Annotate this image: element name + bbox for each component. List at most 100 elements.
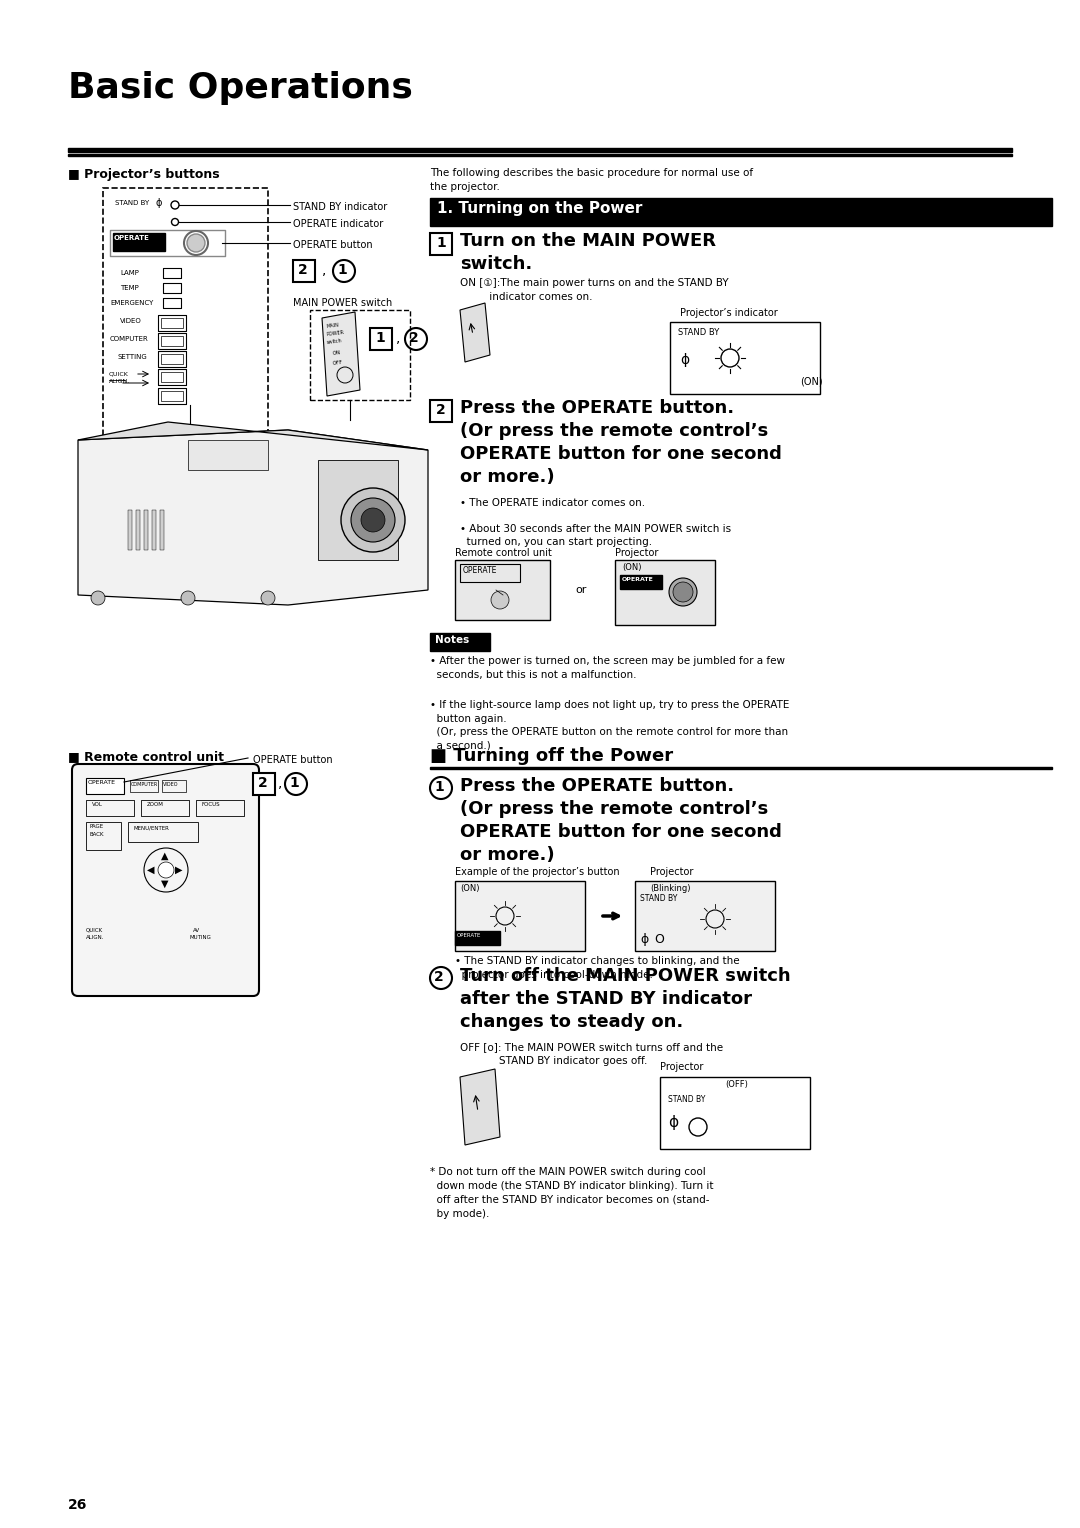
Text: ϕ: ϕ xyxy=(640,934,648,946)
Bar xyxy=(195,801,244,816)
Bar xyxy=(163,283,181,293)
Circle shape xyxy=(491,591,509,610)
Text: COMPUTER: COMPUTER xyxy=(131,782,159,787)
Text: COMPUTER: COMPUTER xyxy=(110,336,149,342)
Circle shape xyxy=(261,591,275,605)
Text: Press the OPERATE button.
(Or press the remote control’s
OPERATE button for one : Press the OPERATE button. (Or press the … xyxy=(460,399,782,486)
Circle shape xyxy=(91,591,105,605)
Bar xyxy=(129,510,132,550)
Text: 2: 2 xyxy=(258,776,268,790)
Text: POWER: POWER xyxy=(326,330,345,338)
Text: VIDEO: VIDEO xyxy=(163,782,178,787)
Text: ■ Projector’s buttons: ■ Projector’s buttons xyxy=(68,168,219,180)
Text: 1: 1 xyxy=(289,776,299,790)
Text: Remote control unit: Remote control unit xyxy=(455,549,552,558)
Text: MENU/ENTER: MENU/ENTER xyxy=(133,825,168,830)
Bar xyxy=(430,199,1052,226)
Circle shape xyxy=(181,591,195,605)
Circle shape xyxy=(187,234,205,252)
Text: Projector: Projector xyxy=(650,866,693,877)
Text: QUICK: QUICK xyxy=(86,927,103,934)
Text: ALIGN.: ALIGN. xyxy=(109,379,131,384)
Text: 1: 1 xyxy=(436,235,446,251)
Text: switch: switch xyxy=(326,338,342,345)
Polygon shape xyxy=(78,422,428,451)
Bar xyxy=(68,148,1012,151)
Circle shape xyxy=(673,582,693,602)
Text: AV: AV xyxy=(193,927,200,934)
Text: • After the power is turned on, the screen may be jumbled for a few
  seconds, b: • After the power is turned on, the scre… xyxy=(430,656,785,680)
Bar xyxy=(158,368,186,385)
Bar xyxy=(158,388,186,403)
Text: ϕ: ϕ xyxy=(680,353,689,367)
Text: MAIN POWER switch: MAIN POWER switch xyxy=(293,298,392,309)
Text: ,: , xyxy=(278,776,282,790)
Bar xyxy=(253,773,275,795)
Bar xyxy=(163,267,181,278)
Text: ϕ: ϕ xyxy=(669,1115,678,1131)
Text: 1. Turning on the Power: 1. Turning on the Power xyxy=(437,202,643,215)
Text: OPERATE: OPERATE xyxy=(87,779,116,785)
Bar xyxy=(160,510,164,550)
Bar xyxy=(635,882,775,950)
Bar xyxy=(430,767,1052,769)
Text: Turn off the MAIN POWER switch
after the STAND BY indicator
changes to steady on: Turn off the MAIN POWER switch after the… xyxy=(460,967,791,1031)
Text: OPERATE: OPERATE xyxy=(457,934,482,938)
Bar xyxy=(158,333,186,348)
Text: QUICK: QUICK xyxy=(109,371,129,376)
Text: SETTING: SETTING xyxy=(118,354,148,361)
Text: PAGE: PAGE xyxy=(90,824,104,830)
Bar xyxy=(310,310,410,400)
Bar xyxy=(152,510,156,550)
Bar xyxy=(455,559,550,620)
Text: STAND BY indicator: STAND BY indicator xyxy=(293,202,388,212)
Bar xyxy=(430,400,453,422)
Bar xyxy=(161,371,183,382)
Text: Basic Operations: Basic Operations xyxy=(68,70,413,105)
Text: 26: 26 xyxy=(68,1497,87,1513)
Text: Press the OPERATE button.
(Or press the remote control’s
OPERATE button for one : Press the OPERATE button. (Or press the … xyxy=(460,778,782,863)
Bar xyxy=(430,232,453,255)
Text: TEMP: TEMP xyxy=(120,286,138,290)
Text: ■ Remote control unit: ■ Remote control unit xyxy=(68,750,224,762)
Text: STAND BY: STAND BY xyxy=(640,894,677,903)
Bar xyxy=(162,779,186,792)
Text: MAIN: MAIN xyxy=(326,322,339,329)
Text: OPERATE button: OPERATE button xyxy=(293,240,373,251)
Text: ▶: ▶ xyxy=(175,865,183,876)
Text: STAND BY: STAND BY xyxy=(114,200,149,206)
Bar xyxy=(460,564,519,582)
Bar xyxy=(161,391,183,400)
Text: Projector’s indicator: Projector’s indicator xyxy=(680,309,778,318)
Text: ■ Turning off the Power: ■ Turning off the Power xyxy=(430,747,673,766)
Text: 1: 1 xyxy=(337,263,347,277)
Text: MUTING: MUTING xyxy=(190,935,212,940)
Bar xyxy=(158,351,186,367)
Bar xyxy=(86,801,134,816)
Bar xyxy=(103,188,268,439)
Text: OPERATE: OPERATE xyxy=(622,578,653,582)
Text: Turn on the MAIN POWER
switch.: Turn on the MAIN POWER switch. xyxy=(460,232,716,274)
Text: (OFF): (OFF) xyxy=(725,1080,747,1089)
Bar xyxy=(141,801,189,816)
Text: EMERGENCY: EMERGENCY xyxy=(110,299,153,306)
Text: OPERATE button: OPERATE button xyxy=(253,755,333,766)
Text: OPERATE indicator: OPERATE indicator xyxy=(293,219,383,229)
Text: VIDEO: VIDEO xyxy=(120,318,141,324)
Text: STAND BY: STAND BY xyxy=(678,329,719,338)
Text: STAND BY: STAND BY xyxy=(669,1096,705,1105)
Bar xyxy=(370,329,392,350)
Text: (ON): (ON) xyxy=(800,377,823,387)
Text: O: O xyxy=(654,934,664,946)
Circle shape xyxy=(351,498,395,542)
Text: * Do not turn off the MAIN POWER switch during cool
  down mode (the STAND BY in: * Do not turn off the MAIN POWER switch … xyxy=(430,1167,714,1219)
Text: Example of the projector’s button: Example of the projector’s button xyxy=(455,866,620,877)
Text: ϕ: ϕ xyxy=(156,199,162,208)
Text: ▼: ▼ xyxy=(161,879,168,889)
Text: 2: 2 xyxy=(298,263,308,277)
Text: 1: 1 xyxy=(375,332,384,345)
Polygon shape xyxy=(460,1070,500,1144)
Text: OPERATE: OPERATE xyxy=(463,565,498,575)
Text: Notes: Notes xyxy=(435,636,469,645)
Bar xyxy=(455,931,500,944)
